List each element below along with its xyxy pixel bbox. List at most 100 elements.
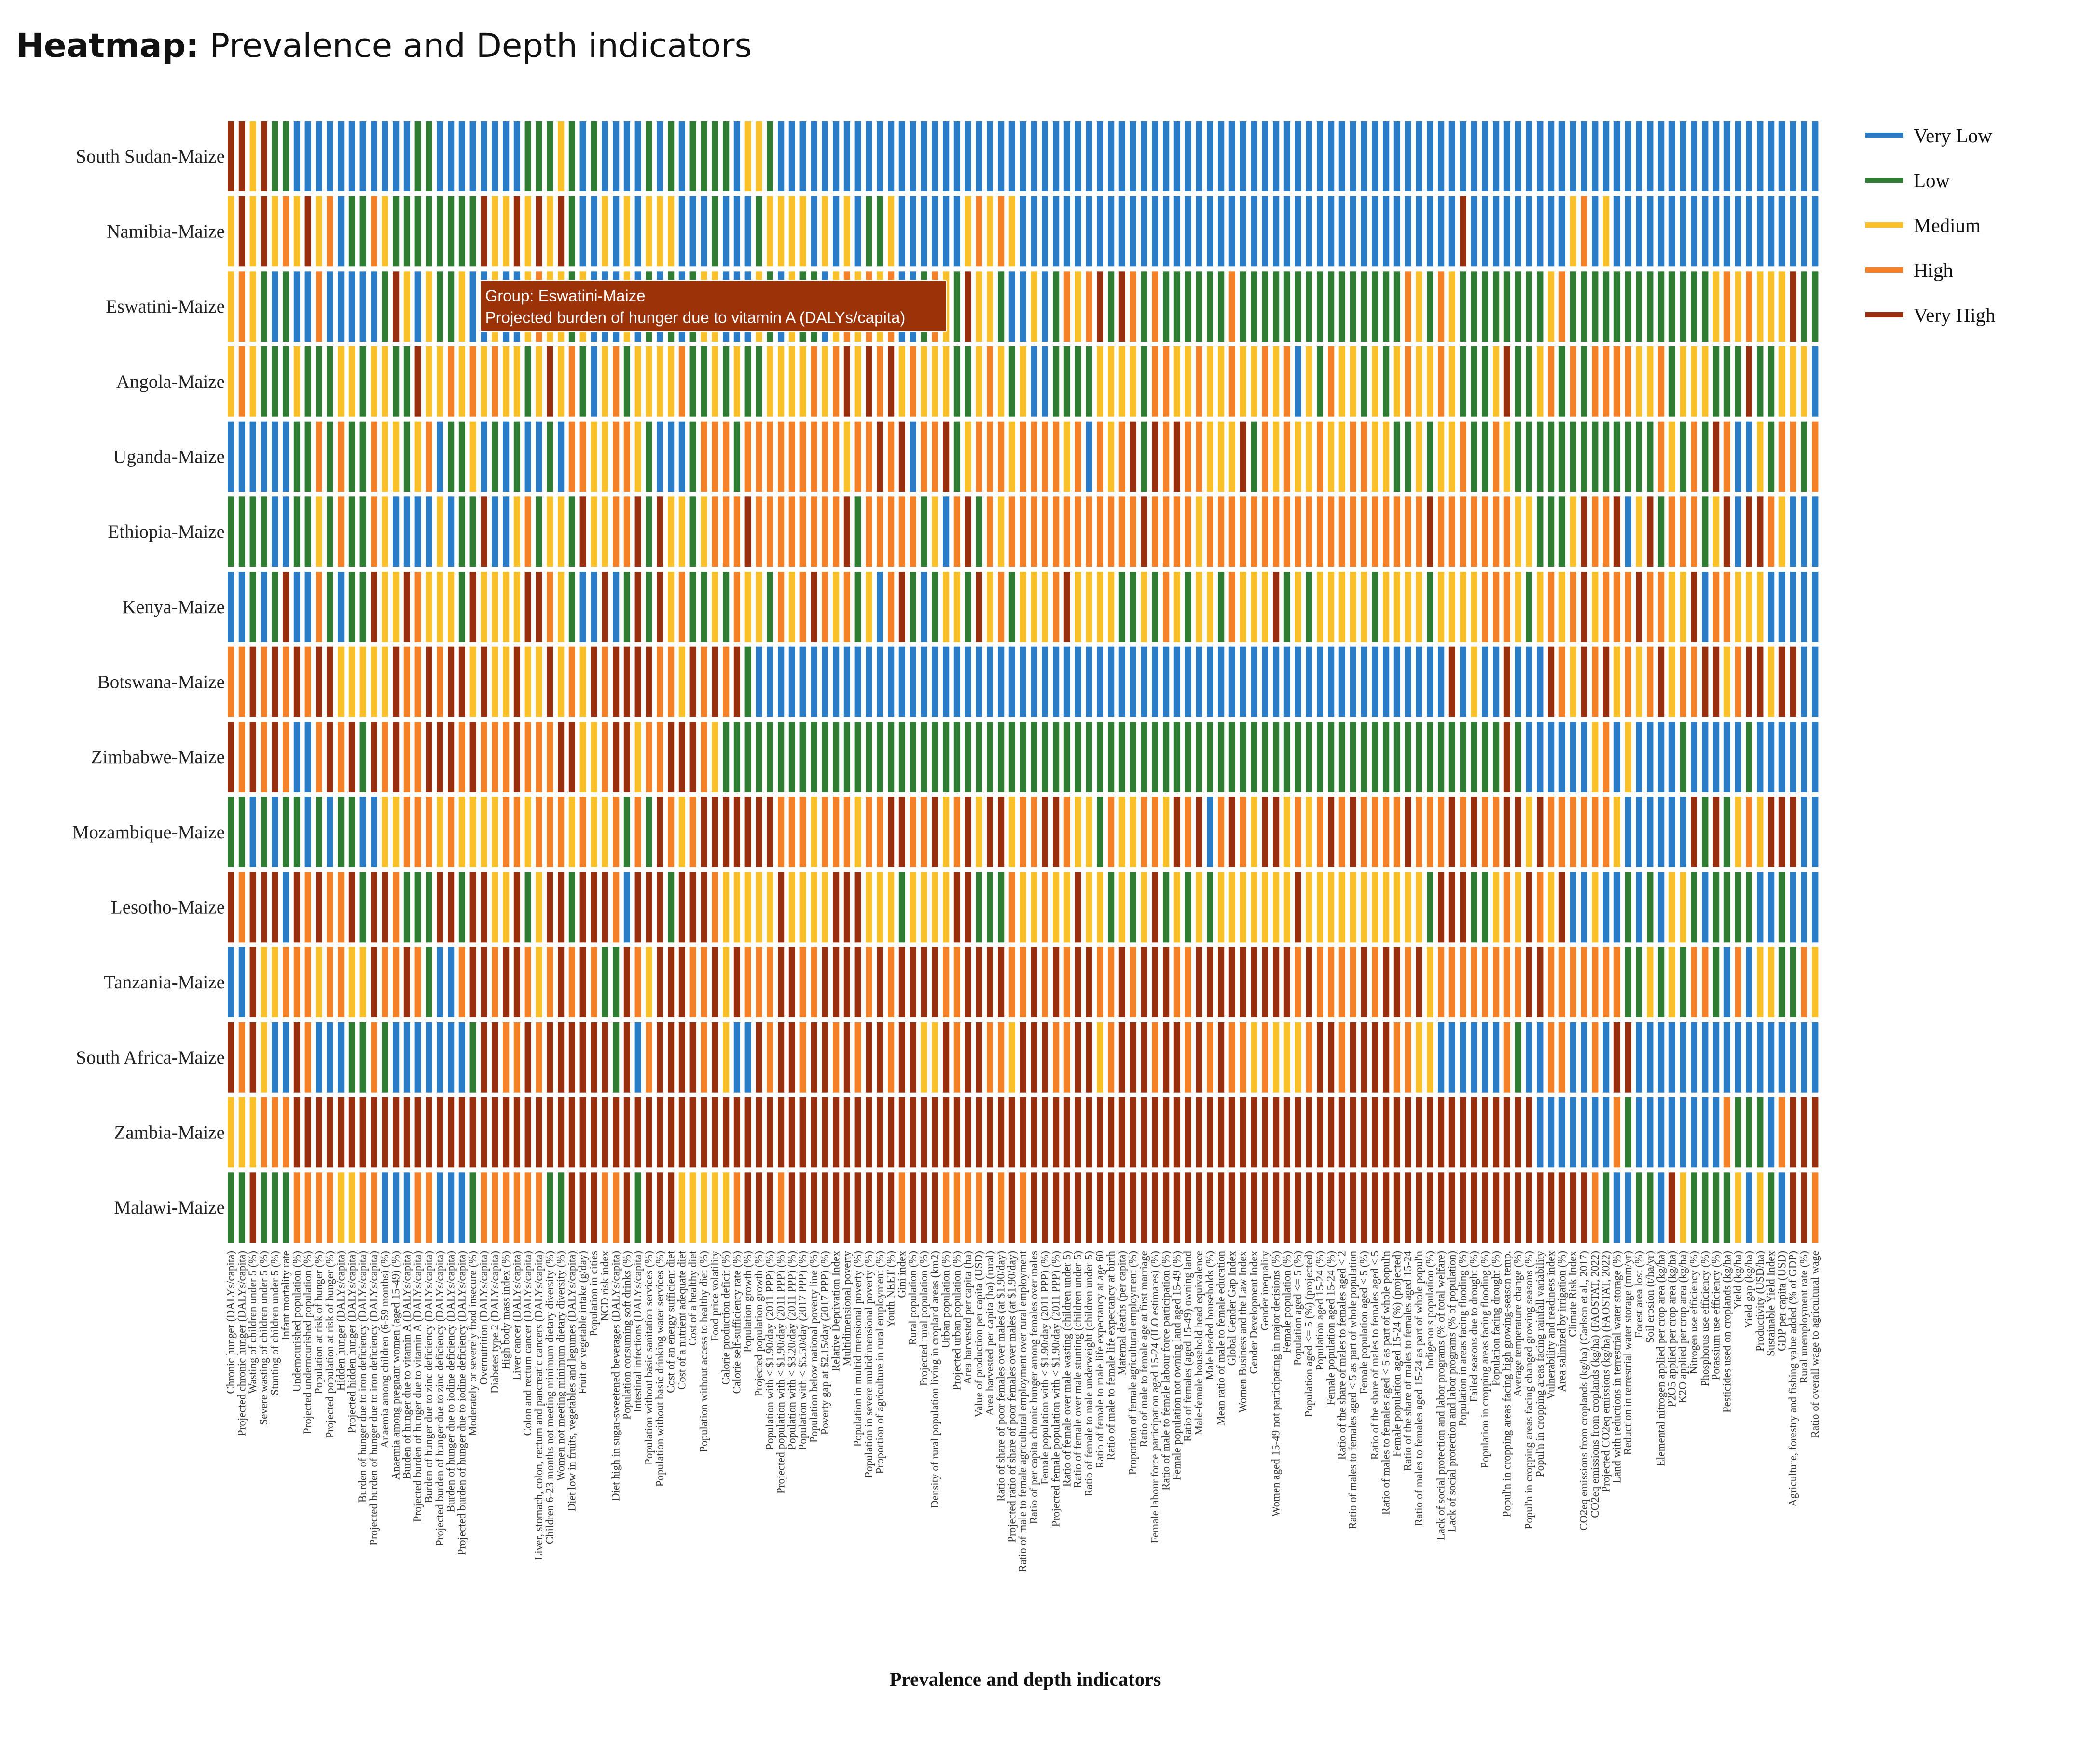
heatmap-cell[interactable] xyxy=(1592,1022,1599,1093)
heatmap-cell[interactable] xyxy=(1185,872,1191,943)
heatmap-cell[interactable] xyxy=(1448,947,1456,1017)
heatmap-cell[interactable] xyxy=(437,271,443,342)
heatmap-cell[interactable] xyxy=(492,421,498,492)
heatmap-cell[interactable] xyxy=(689,872,696,943)
heatmap-cell[interactable] xyxy=(1075,1022,1081,1093)
heatmap-cell[interactable] xyxy=(261,572,267,642)
heatmap-cell[interactable] xyxy=(1438,797,1445,867)
heatmap-cell[interactable] xyxy=(1020,121,1026,191)
heatmap-cell[interactable] xyxy=(778,722,785,792)
heatmap-cell[interactable] xyxy=(1185,722,1191,792)
heatmap-cell[interactable] xyxy=(1438,1097,1445,1168)
heatmap-cell[interactable] xyxy=(1537,421,1544,492)
heatmap-cell[interactable] xyxy=(1086,421,1092,492)
heatmap-cell[interactable] xyxy=(283,271,289,342)
heatmap-cell[interactable] xyxy=(1118,1172,1126,1243)
heatmap-cell[interactable] xyxy=(1438,496,1445,567)
heatmap-cell[interactable] xyxy=(458,346,466,417)
heatmap-cell[interactable] xyxy=(1053,421,1060,492)
heatmap-cell[interactable] xyxy=(1383,1022,1390,1093)
heatmap-cell[interactable] xyxy=(1448,1172,1456,1243)
heatmap-cell[interactable] xyxy=(1603,722,1610,792)
heatmap-cell[interactable] xyxy=(1196,947,1202,1017)
heatmap-cell[interactable] xyxy=(1812,121,1819,191)
heatmap-cell[interactable] xyxy=(843,722,851,792)
heatmap-cell[interactable] xyxy=(1746,797,1752,867)
heatmap-cell[interactable] xyxy=(1283,1172,1291,1243)
heatmap-cell[interactable] xyxy=(1702,722,1709,792)
heatmap-cell[interactable] xyxy=(1020,1097,1026,1168)
heatmap-cell[interactable] xyxy=(1317,1022,1323,1093)
heatmap-cell[interactable] xyxy=(1790,1172,1796,1243)
heatmap-cell[interactable] xyxy=(513,722,521,792)
heatmap-cell[interactable] xyxy=(833,1022,840,1093)
heatmap-cell[interactable] xyxy=(998,572,1005,642)
heatmap-cell[interactable] xyxy=(623,1097,631,1168)
heatmap-cell[interactable] xyxy=(998,421,1005,492)
heatmap-cell[interactable] xyxy=(1207,797,1213,867)
heatmap-cell[interactable] xyxy=(1647,196,1654,267)
heatmap-cell[interactable] xyxy=(767,346,773,417)
heatmap-cell[interactable] xyxy=(1295,1022,1301,1093)
heatmap-cell[interactable] xyxy=(1416,872,1422,943)
heatmap-cell[interactable] xyxy=(414,1172,421,1243)
heatmap-cell[interactable] xyxy=(1778,1172,1786,1243)
heatmap-cell[interactable] xyxy=(1063,797,1071,867)
heatmap-cell[interactable] xyxy=(1283,572,1291,642)
heatmap-cell[interactable] xyxy=(304,797,311,867)
heatmap-cell[interactable] xyxy=(228,572,234,642)
heatmap-cell[interactable] xyxy=(668,1097,675,1168)
heatmap-cell[interactable] xyxy=(579,496,586,567)
heatmap-cell[interactable] xyxy=(1152,572,1158,642)
heatmap-cell[interactable] xyxy=(293,121,301,191)
heatmap-cell[interactable] xyxy=(1086,1172,1092,1243)
heatmap-cell[interactable] xyxy=(1537,947,1544,1017)
heatmap-cell[interactable] xyxy=(1273,1097,1280,1168)
heatmap-cell[interactable] xyxy=(513,646,521,717)
heatmap-cell[interactable] xyxy=(1558,722,1566,792)
heatmap-cell[interactable] xyxy=(689,196,696,267)
heatmap-cell[interactable] xyxy=(503,121,510,191)
heatmap-cell[interactable] xyxy=(910,572,916,642)
heatmap-cell[interactable] xyxy=(1790,421,1796,492)
heatmap-cell[interactable] xyxy=(1008,496,1016,567)
heatmap-cell[interactable] xyxy=(261,646,267,717)
heatmap-cell[interactable] xyxy=(1647,271,1654,342)
heatmap-cell[interactable] xyxy=(513,1097,521,1168)
heatmap-cell[interactable] xyxy=(293,196,301,267)
heatmap-cell[interactable] xyxy=(1218,346,1225,417)
heatmap-cell[interactable] xyxy=(888,196,895,267)
heatmap-cell[interactable] xyxy=(513,797,521,867)
heatmap-cell[interactable] xyxy=(503,1097,510,1168)
heatmap-cell[interactable] xyxy=(1713,872,1720,943)
heatmap-cell[interactable] xyxy=(1603,196,1610,267)
heatmap-cell[interactable] xyxy=(767,872,773,943)
heatmap-cell[interactable] xyxy=(1581,1172,1587,1243)
heatmap-cell[interactable] xyxy=(1636,1172,1642,1243)
heatmap-cell[interactable] xyxy=(1405,797,1411,867)
heatmap-cell[interactable] xyxy=(1306,947,1312,1017)
heatmap-cell[interactable] xyxy=(976,346,982,417)
heatmap-cell[interactable] xyxy=(316,572,322,642)
heatmap-cell[interactable] xyxy=(547,872,553,943)
heatmap-cell[interactable] xyxy=(338,1172,345,1243)
heatmap-cell[interactable] xyxy=(426,722,432,792)
heatmap-cell[interactable] xyxy=(1526,271,1532,342)
heatmap-cell[interactable] xyxy=(1515,346,1521,417)
heatmap-cell[interactable] xyxy=(843,572,851,642)
heatmap-cell[interactable] xyxy=(1482,1172,1488,1243)
heatmap-cell[interactable] xyxy=(1812,496,1819,567)
heatmap-cell[interactable] xyxy=(1548,722,1555,792)
heatmap-cell[interactable] xyxy=(1086,646,1092,717)
heatmap-cell[interactable] xyxy=(316,1172,322,1243)
heatmap-cell[interactable] xyxy=(623,797,631,867)
heatmap-cell[interactable] xyxy=(1393,421,1401,492)
heatmap-cell[interactable] xyxy=(1130,646,1136,717)
heatmap-cell[interactable] xyxy=(866,496,872,567)
heatmap-cell[interactable] xyxy=(1636,572,1642,642)
heatmap-cell[interactable] xyxy=(1152,1172,1158,1243)
heatmap-cell[interactable] xyxy=(393,947,400,1017)
heatmap-cell[interactable] xyxy=(1295,646,1301,717)
heatmap-cell[interactable] xyxy=(503,947,510,1017)
heatmap-cell[interactable] xyxy=(1031,1172,1037,1243)
